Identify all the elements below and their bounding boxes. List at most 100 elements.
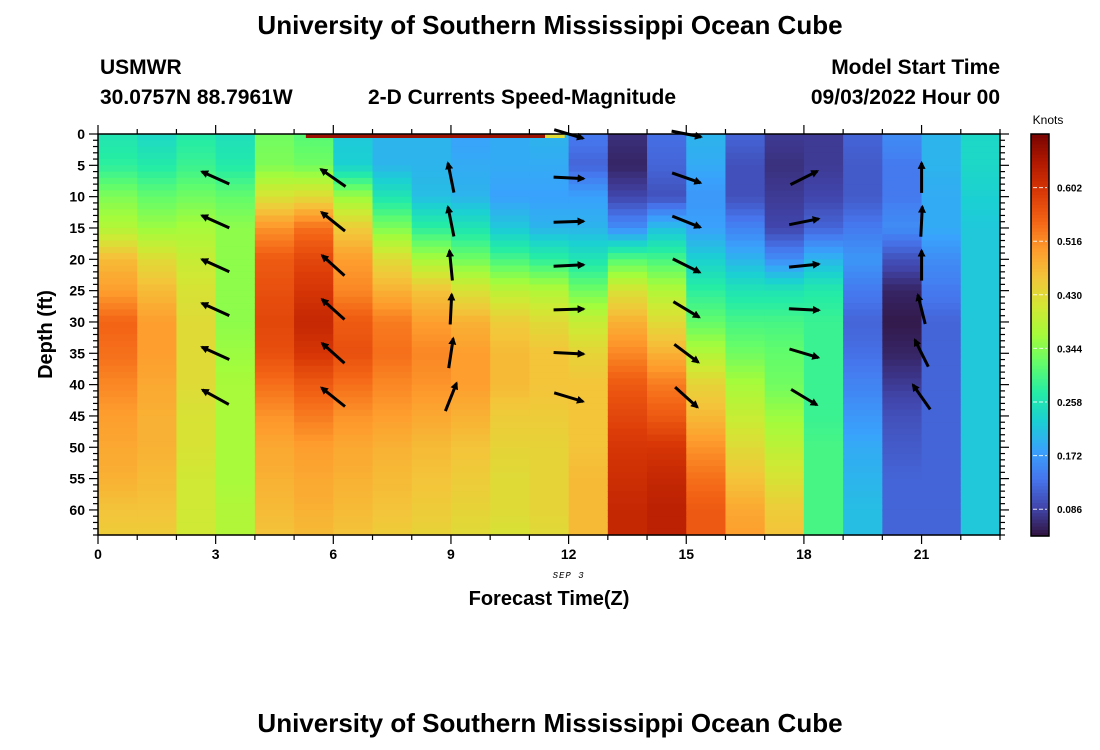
heatmap-cell — [607, 397, 648, 405]
heatmap-cell — [686, 516, 727, 524]
heatmap-cell — [607, 315, 648, 323]
heatmap-cell — [215, 159, 256, 166]
station-location: 30.0757N 88.7961W — [100, 86, 293, 109]
heatmap-cell — [803, 347, 844, 354]
heatmap-cell — [333, 196, 374, 204]
heatmap-cell — [372, 516, 413, 524]
heatmap-cell — [450, 453, 491, 461]
colorbar-segment — [1031, 251, 1049, 256]
heatmap-cell — [215, 403, 256, 411]
heatmap-cell — [647, 202, 687, 210]
heatmap-cell — [764, 466, 805, 473]
heatmap-cell — [764, 409, 805, 417]
colorbar-segment — [1031, 291, 1049, 296]
heatmap-cell — [490, 227, 530, 235]
heatmap-cell — [215, 478, 256, 486]
heatmap-cell — [725, 202, 766, 210]
colorbar-segment — [1031, 164, 1049, 169]
heatmap-cell — [647, 397, 687, 405]
heatmap-cell — [843, 202, 883, 210]
heatmap-cell — [333, 409, 374, 417]
heatmap-cell — [529, 334, 570, 342]
heatmap-cell — [607, 503, 648, 511]
heatmap-cell — [960, 516, 1001, 524]
station-name: USMWR — [100, 56, 182, 79]
colorbar-segment — [1031, 335, 1049, 339]
heatmap-cell — [137, 378, 178, 386]
heatmap-cell — [411, 340, 452, 348]
heatmap-cell — [490, 516, 530, 524]
heatmap-cell — [529, 328, 570, 336]
y-tick-label: 5 — [77, 157, 85, 173]
heatmap-cell — [568, 365, 609, 373]
heatmap-cell — [176, 415, 217, 423]
heatmap-cell — [686, 321, 727, 329]
heatmap-cell — [843, 284, 883, 292]
heatmap-cell — [568, 171, 609, 179]
heatmap-cell — [490, 234, 530, 242]
heatmap-cell — [803, 397, 844, 405]
heatmap-cell — [294, 453, 334, 461]
heatmap-cell — [568, 516, 609, 524]
heatmap-cell — [176, 397, 217, 405]
heatmap-cell — [137, 509, 178, 517]
current-vector-arrow — [789, 347, 821, 360]
heatmap-cell — [921, 328, 962, 336]
heatmap-cell — [960, 528, 1001, 536]
colorbar-segment — [1031, 288, 1049, 293]
heatmap-cell — [686, 415, 727, 423]
heatmap-cell — [960, 422, 1001, 430]
heatmap-cell — [450, 159, 491, 166]
heatmap-cell — [254, 159, 295, 166]
colorbar-segment — [1031, 264, 1049, 269]
heatmap-cell — [647, 478, 687, 486]
colorbar-segment — [1031, 361, 1049, 366]
heatmap-cell — [176, 503, 217, 511]
heatmap-cell — [137, 184, 178, 191]
current-vector-arrow — [911, 383, 932, 411]
colorbar-segment — [1031, 304, 1049, 309]
heatmap-cell — [254, 359, 295, 367]
model-start-value: 09/03/2022 Hour 00 — [810, 86, 1000, 109]
heatmap-cell — [490, 422, 530, 430]
heatmap-cell — [882, 365, 923, 373]
heatmap-cell — [725, 528, 766, 536]
heatmap-cell — [450, 221, 491, 229]
heatmap-cell — [568, 159, 609, 166]
heatmap-cell — [490, 221, 530, 229]
heatmap-cell — [176, 209, 217, 217]
heatmap-cell — [450, 152, 491, 160]
heatmap-cell — [372, 221, 413, 229]
heatmap-cell — [215, 253, 256, 260]
heatmap-cell — [607, 321, 648, 329]
heatmap-cell — [803, 403, 844, 411]
heatmap-cell — [450, 227, 491, 235]
heatmap-cell — [529, 384, 570, 392]
heatmap-cell — [764, 434, 805, 442]
heatmap-cell — [568, 271, 609, 279]
heatmap-cell — [450, 390, 491, 398]
heatmap-cell — [333, 303, 374, 311]
heatmap-cell — [254, 347, 295, 354]
y-tick-label: 30 — [69, 314, 85, 330]
heatmap-cell — [803, 434, 844, 442]
heatmap-cell — [529, 428, 570, 436]
heatmap-cell — [450, 347, 491, 354]
heatmap-cell — [411, 365, 452, 373]
heatmap-cell — [215, 190, 256, 198]
heatmap-cell — [882, 159, 923, 166]
heatmap-cell — [960, 159, 1001, 166]
heatmap-cell — [333, 328, 374, 336]
heatmap-cell — [529, 491, 570, 499]
heatmap-cell — [411, 246, 452, 254]
heatmap-cell — [686, 447, 727, 455]
heatmap-cell — [98, 422, 138, 430]
heatmap-cell — [529, 196, 570, 204]
heatmap-cell — [843, 509, 883, 517]
heatmap-cell — [686, 227, 727, 235]
heatmap-cell — [882, 503, 923, 511]
current-vector-arrow — [447, 292, 456, 325]
heatmap-cell — [921, 384, 962, 392]
heatmap-cell — [411, 359, 452, 367]
heatmap-cell — [686, 397, 727, 405]
